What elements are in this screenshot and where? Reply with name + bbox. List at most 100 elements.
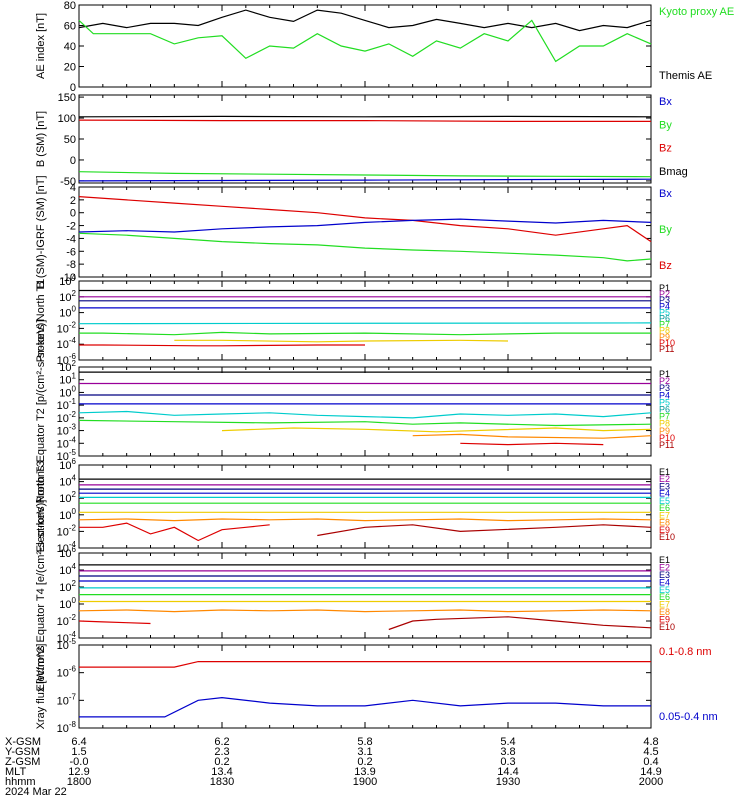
ephemeris-label-z-gsm: Z-GSM xyxy=(5,756,40,768)
y-axis-title: Protons Equator T2 [p/(cm²-s-sr-keV)] xyxy=(35,320,47,504)
y-tick-exponent: 2 xyxy=(72,490,77,499)
y-tick-exponent: -3 xyxy=(69,423,77,432)
legend-by: By xyxy=(659,119,672,131)
legend-p4: P4 xyxy=(659,301,670,311)
series-e10 xyxy=(388,616,652,631)
y-tick-label: 10-5 xyxy=(57,637,77,652)
date-label: 2024 Mar 22 xyxy=(5,786,67,798)
legend-p7: P7 xyxy=(659,320,670,330)
legend-bz: Bz xyxy=(659,143,672,155)
y-tick-exponent: -5 xyxy=(69,637,77,646)
legend-kyoto-proxy-ae: Kyoto proxy AE xyxy=(659,6,734,18)
y-axis-title: Electrons Equator T4 [e/(cm²-s-sr-keV)] xyxy=(35,500,47,692)
series-0-1-0-8-nm xyxy=(79,660,651,668)
legend-p8: P8 xyxy=(659,419,670,429)
series-by xyxy=(78,171,652,178)
y-tick-exponent: -4 xyxy=(69,540,77,549)
y-tick-exponent: -6 xyxy=(69,665,77,674)
series-bx xyxy=(78,218,652,233)
legend-p10: P10 xyxy=(659,433,675,443)
y-tick-label: -8 xyxy=(66,259,76,271)
ephemeris-value: 13.4 xyxy=(211,766,232,778)
y-tick-label: 100 xyxy=(58,113,76,125)
ephemeris-value: 1.5 xyxy=(71,746,86,758)
y-tick-exponent: 2 xyxy=(72,359,77,368)
legend-p6: P6 xyxy=(659,405,670,415)
ephemeris-value: 0.3 xyxy=(500,756,515,768)
y-tick-label: 102 xyxy=(59,289,76,304)
legend-e1: E1 xyxy=(659,467,670,477)
y-tick-exponent: -1 xyxy=(69,397,77,406)
y-tick-label: -10 xyxy=(60,272,76,284)
legend-bz: Bz xyxy=(659,260,672,272)
ephemeris-value: -0.0 xyxy=(70,756,89,768)
legend-p2: P2 xyxy=(659,376,670,386)
y-tick-exponent: -2 xyxy=(69,410,77,419)
y-tick-label: 10-2 xyxy=(57,613,77,628)
y-tick-exponent: 2 xyxy=(72,289,77,298)
series-by xyxy=(78,232,652,262)
y-tick-exponent: -7 xyxy=(69,692,77,701)
ephemeris-value: 2000 xyxy=(639,776,663,788)
ephemeris-value: 3.8 xyxy=(500,746,515,758)
legend-p7: P7 xyxy=(659,412,670,422)
legend-e1: E1 xyxy=(659,555,670,565)
y-tick-label: 0 xyxy=(70,208,76,220)
legend-e8: E8 xyxy=(659,518,670,528)
panel-frame xyxy=(78,4,652,88)
y-tick-label: 10-4 xyxy=(57,336,77,351)
ephemeris-label-hhmm: hhmm xyxy=(5,776,36,788)
legend-e4: E4 xyxy=(659,577,670,587)
y-tick-label: 10-2 xyxy=(57,523,77,538)
ephemeris-label-x-gsm: X-GSM xyxy=(5,736,41,748)
y-tick-exponent: -2 xyxy=(69,523,77,532)
y-tick-label: 4 xyxy=(70,182,76,194)
legend-0-05-0-4-nm: 0.05-0.4 nm xyxy=(659,711,718,723)
legend-p4: P4 xyxy=(659,390,670,400)
series-bx xyxy=(78,178,652,182)
y-tick-exponent: 2 xyxy=(72,579,77,588)
panel-frame xyxy=(78,366,652,457)
y-tick-label: 80 xyxy=(64,0,76,12)
legend-e2: E2 xyxy=(659,562,670,572)
ephemeris-value: 5.8 xyxy=(357,736,372,748)
y-tick-label: 106 xyxy=(59,457,76,472)
ephemeris-value: 4.5 xyxy=(643,746,658,758)
y-tick-exponent: 4 xyxy=(72,562,77,571)
series-p9 xyxy=(412,433,652,439)
y-tick-label: 100 xyxy=(59,507,76,522)
legend-e9: E9 xyxy=(659,525,670,535)
ephemeris-value: 0.4 xyxy=(643,756,658,768)
ephemeris-value: 5.4 xyxy=(500,736,515,748)
y-tick-exponent: -2 xyxy=(69,320,77,329)
y-tick-label: 100 xyxy=(59,596,76,611)
series-p7 xyxy=(78,419,652,427)
ephemeris-label-mlt: MLT xyxy=(5,766,26,778)
series-p8 xyxy=(221,427,652,433)
y-tick-exponent: 0 xyxy=(72,507,77,516)
legend-e7: E7 xyxy=(659,510,670,520)
legend-e3: E3 xyxy=(659,481,670,491)
y-tick-label: 0 xyxy=(70,155,76,167)
y-tick-exponent: -4 xyxy=(69,630,77,639)
panel-1: 0 20 40 60 80 AE index [nT] Kyoto proxy AE Them… xyxy=(35,0,734,94)
y-tick-label: 150 xyxy=(58,92,76,104)
ephemeris-value: 6.2 xyxy=(214,736,229,748)
ephemeris-value: 1900 xyxy=(353,776,377,788)
legend-bx: Bx xyxy=(659,96,672,108)
y-tick-label: 60 xyxy=(64,21,76,33)
y-tick-label: 10-8 xyxy=(57,720,77,735)
legend-p9: P9 xyxy=(659,332,670,342)
panel-frame xyxy=(78,280,652,361)
legend-p1: P1 xyxy=(659,369,670,379)
legend-e5: E5 xyxy=(659,585,670,595)
y-tick-label: 10-6 xyxy=(57,665,77,680)
y-axis-title: B (SM) [nT] xyxy=(35,111,47,167)
y-tick-label: 10-2 xyxy=(57,320,77,335)
series-p5 xyxy=(78,410,652,419)
